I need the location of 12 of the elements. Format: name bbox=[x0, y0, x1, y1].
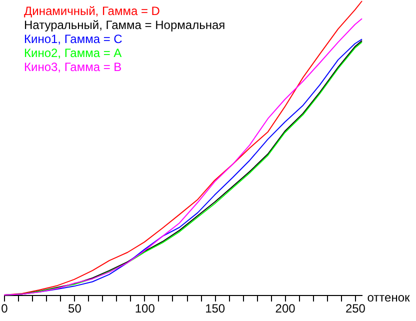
x-tick-label: 0 bbox=[1, 302, 8, 316]
x-axis-title: оттенок bbox=[367, 290, 410, 304]
text: Натуральный, Гамма = Нормальная bbox=[24, 18, 226, 32]
text: Динамичный, Гамма = D bbox=[24, 4, 160, 18]
x-tick-label: 50 bbox=[68, 302, 82, 316]
x-tick-label: 100 bbox=[134, 302, 156, 316]
x-tick-label: 200 bbox=[275, 302, 296, 316]
text: Кино2, Гамма = A bbox=[24, 46, 122, 60]
x-tick-label: 250 bbox=[345, 302, 366, 316]
text: Кино3, Гамма = B bbox=[24, 60, 122, 74]
x-tick-label: 150 bbox=[205, 302, 226, 316]
text: Кино1, Гамма = C bbox=[24, 32, 123, 46]
